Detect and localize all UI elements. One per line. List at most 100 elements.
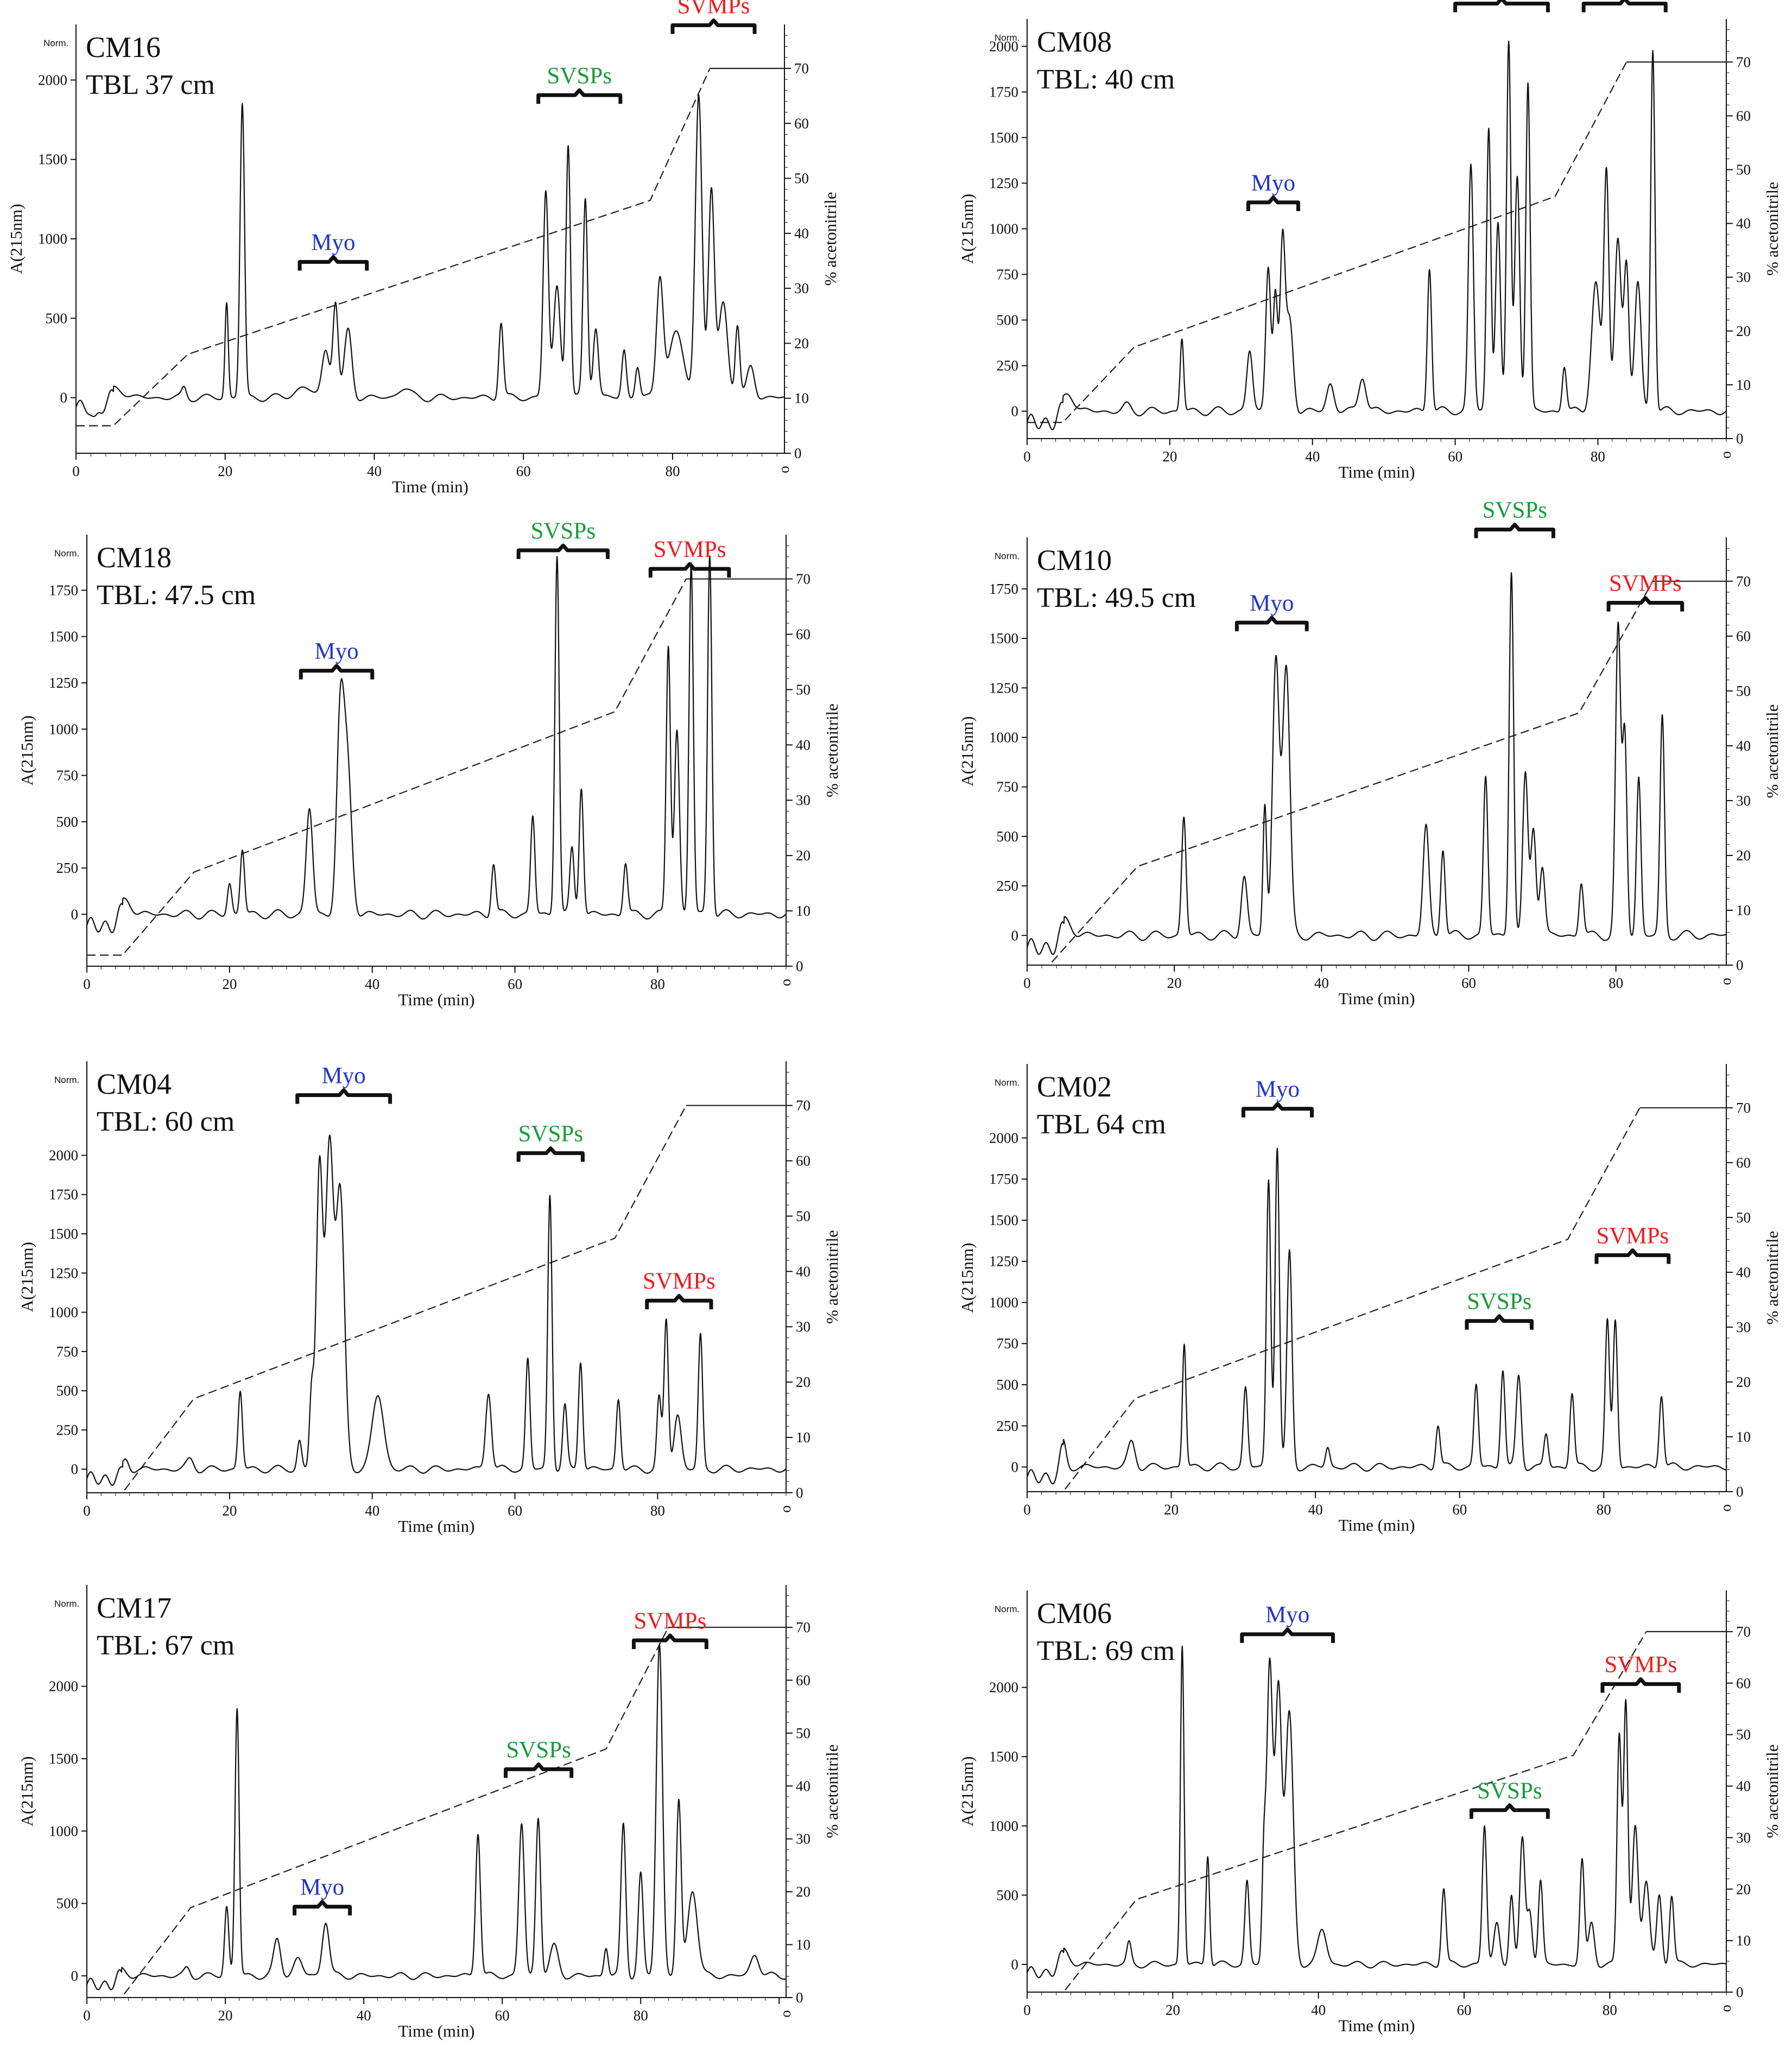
x-tick-label: 80: [1609, 975, 1623, 991]
region-bracket-svmps: [1600, 1677, 1681, 1693]
x-tick-label: 60: [1461, 975, 1476, 991]
acn-tick-label: 50: [1736, 161, 1751, 177]
acn-tick-label: 60: [1736, 628, 1751, 644]
y-tick-label: 1500: [989, 1748, 1018, 1765]
region-bracket-svmps: [1594, 1248, 1671, 1264]
y-tick-label: 1750: [49, 582, 78, 598]
x-tick-label: 0: [1023, 448, 1031, 465]
acn-tick-label: 20: [794, 335, 809, 351]
acn-tick-label: 40: [1736, 738, 1751, 754]
acn-tick-label: 0: [794, 445, 802, 461]
acn-tick-label: 40: [794, 225, 809, 242]
x-tick-label: 20: [1167, 975, 1182, 991]
x-tick-label: 80: [1597, 1501, 1611, 1518]
acetonitrile-gradient: [1027, 581, 1654, 966]
x-tick-label: 0: [83, 2007, 91, 2024]
region-bracket-myo: [293, 1900, 352, 1916]
acn-tick-label: 30: [1736, 1319, 1751, 1335]
acn-axis-label: % acetonitrile: [822, 703, 841, 797]
acn-tick-label: 20: [796, 1884, 810, 1900]
acetonitrile-gradient: [87, 579, 687, 956]
y-tick-label: 500: [46, 310, 68, 326]
y-tick-label: 1500: [38, 151, 67, 168]
chromatogram-panel-CM08: 0 250 500 750 1000 1250 1500 1750 2000 Norm. A(215…: [950, 0, 1792, 499]
y-axis-label: A(215nm): [17, 1242, 36, 1312]
acn-tick-label: 70: [794, 60, 809, 77]
acn-tick-label: 40: [796, 737, 810, 753]
region-label-svsps: SVSPs: [506, 1737, 571, 1763]
total-body-length: TBL: 47.5 cm: [97, 580, 256, 611]
acn-axis-label: % acetonitrile: [822, 1230, 841, 1324]
x-tick-label: 20: [222, 1503, 237, 1519]
sample-id: CM08: [1037, 26, 1112, 58]
x-axis-end-label: o: [776, 466, 792, 473]
acetonitrile-gradient: [1027, 61, 1627, 423]
region-bracket-svsps: [536, 88, 623, 104]
y-tick-label: 1000: [989, 1818, 1018, 1834]
acn-tick-label: 70: [1736, 573, 1751, 589]
absorbance-trace: [1026, 572, 1727, 955]
region-bracket-svsps: [516, 1146, 585, 1162]
y-axis-label: A(215nm): [17, 715, 36, 785]
chromatogram-panel-CM02: 0 250 500 750 1000 1250 1500 1750 2000 Norm. A(215…: [950, 1048, 1792, 1547]
x-tick-label: 40: [1311, 2002, 1326, 2018]
acn-tick-label: 70: [1736, 54, 1751, 70]
y-axis-label: A(215nm): [7, 204, 26, 274]
acn-tick-label: 60: [794, 115, 809, 131]
acn-tick-label: 60: [1736, 1675, 1751, 1691]
y-tick-label: 1500: [49, 629, 78, 645]
acn-tick-label: 0: [796, 1485, 803, 1501]
x-tick-label: 80: [1603, 2002, 1617, 2018]
chromatogram-svg: 025050075010001250150017502000Norm.A(215…: [958, 1064, 1782, 1535]
y-tick-label: 250: [997, 878, 1019, 894]
x-tick-label: 40: [365, 976, 379, 992]
region-label-myo: Myo: [322, 1063, 366, 1088]
y-tick-label: 0: [1011, 927, 1019, 943]
y-tick-label: 1000: [989, 1294, 1018, 1310]
norm-label: Norm.: [995, 33, 1020, 43]
y-tick-label: 2000: [49, 1678, 78, 1695]
acn-tick-label: 40: [1736, 1264, 1751, 1280]
region-label-svmps: SVMPs: [634, 1608, 706, 1634]
y-axis-label: A(215nm): [17, 1756, 36, 1826]
x-tick-label: 60: [508, 1503, 522, 1519]
acn-tick-label: 0: [1736, 957, 1744, 973]
region-label-myo: Myo: [314, 639, 358, 664]
x-axis-label: Time (min): [1339, 1516, 1415, 1535]
x-axis-end-label: o: [777, 1505, 794, 1513]
sample-id: CM16: [86, 31, 161, 64]
y-tick-label: 1500: [49, 1226, 78, 1242]
y-tick-label: 2000: [49, 1147, 78, 1163]
acetonitrile-gradient: [1027, 1631, 1647, 1993]
acn-tick-label: 50: [1736, 1727, 1751, 1743]
y-tick-label: 500: [997, 1377, 1019, 1393]
region-label-myo: Myo: [1251, 170, 1295, 196]
region-bracket-svmps: [1581, 0, 1668, 12]
region-bracket-svmps: [645, 1294, 713, 1310]
y-tick-label: 1250: [989, 175, 1018, 191]
x-tick-label: 60: [495, 2007, 510, 2024]
x-tick-label: 0: [83, 1503, 91, 1519]
chromatogram-panel-CM16: 0 500 1000 1500 2000 Norm. A(215nm) 0 20 40 60 80 Ti…: [0, 0, 840, 499]
acn-tick-label: 10: [796, 903, 810, 919]
norm-label: Norm.: [995, 1077, 1020, 1088]
x-tick-label: 0: [1023, 1501, 1031, 1518]
x-tick-label: 0: [1023, 2002, 1031, 2018]
total-body-length: TBL: 40 cm: [1037, 64, 1175, 95]
acn-tick-label: 60: [1736, 107, 1751, 124]
region-bracket-svmps: [648, 562, 731, 578]
x-tick-label: 20: [222, 976, 237, 992]
norm-label: Norm.: [995, 551, 1020, 561]
y-tick-label: 2000: [989, 1679, 1018, 1696]
acetonitrile-gradient: [76, 68, 711, 427]
y-tick-label: 500: [997, 312, 1019, 328]
y-tick-label: 1750: [989, 1171, 1018, 1187]
acn-tick-label: 30: [1736, 269, 1751, 286]
region-bracket-svmps: [1606, 596, 1685, 612]
acn-tick-label: 30: [1736, 793, 1751, 809]
region-bracket-myo: [1234, 616, 1309, 631]
x-tick-label: 20: [1164, 1501, 1179, 1518]
y-tick-label: 0: [60, 390, 68, 406]
